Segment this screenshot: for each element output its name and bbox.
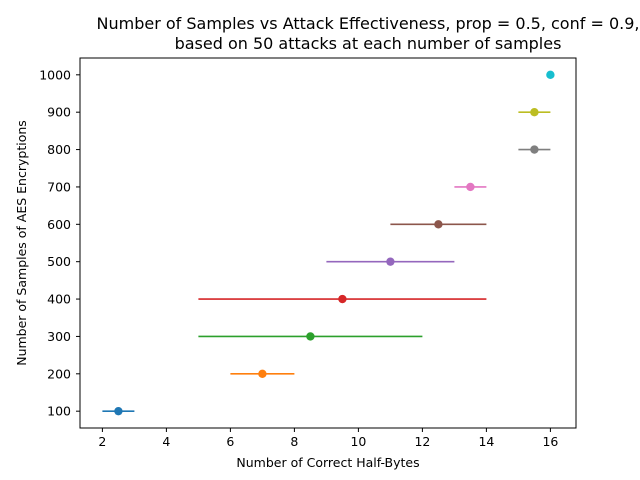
chart-title-line-1: Number of Samples vs Attack Effectivenes…: [97, 14, 640, 33]
x-tick-label: 6: [226, 434, 234, 449]
data-point-900: [530, 107, 539, 117]
plot-area: 2 4 6 8 10 12 14 16 100 200 300 400 500 600 700 800 900 1…: [39, 67, 558, 449]
data-point-100: [114, 406, 123, 416]
data-point-700: [466, 182, 475, 192]
x-tick-label: 8: [290, 434, 298, 449]
data-point-800: [530, 145, 539, 154]
data-point-1000: [546, 70, 555, 80]
y-tick-label: 400: [47, 292, 71, 307]
data-point-500: [386, 257, 395, 266]
y-tick-label: 200: [47, 366, 71, 381]
y-tick-label: 800: [47, 142, 71, 157]
y-tick-label: 1000: [39, 67, 71, 82]
x-tick-label: 14: [478, 434, 494, 449]
y-tick-label: 600: [47, 217, 71, 232]
x-tick-label: 2: [98, 434, 106, 449]
x-tick-label: 4: [162, 434, 170, 449]
chart-title-line-2: based on 50 attacks at each number of sa…: [175, 34, 562, 53]
data-point-200: [258, 369, 267, 379]
y-axis-label: Number of Samples of AES Encryptions: [14, 120, 29, 366]
x-axis-label: Number of Correct Half-Bytes: [236, 455, 419, 470]
x-tick-label: 16: [542, 434, 558, 449]
axes-frame: [79, 57, 577, 429]
y-tick-label: 700: [47, 179, 71, 194]
data-point-600: [434, 220, 443, 229]
y-tick-label: 900: [47, 105, 71, 120]
data-point-400: [338, 294, 347, 304]
y-tick-label: 100: [47, 404, 71, 419]
x-tick-label: 10: [350, 434, 366, 449]
y-tick-label: 500: [47, 254, 71, 269]
y-tick-label: 300: [47, 329, 71, 344]
data-point-300: [306, 332, 315, 341]
x-tick-label: 12: [414, 434, 430, 449]
